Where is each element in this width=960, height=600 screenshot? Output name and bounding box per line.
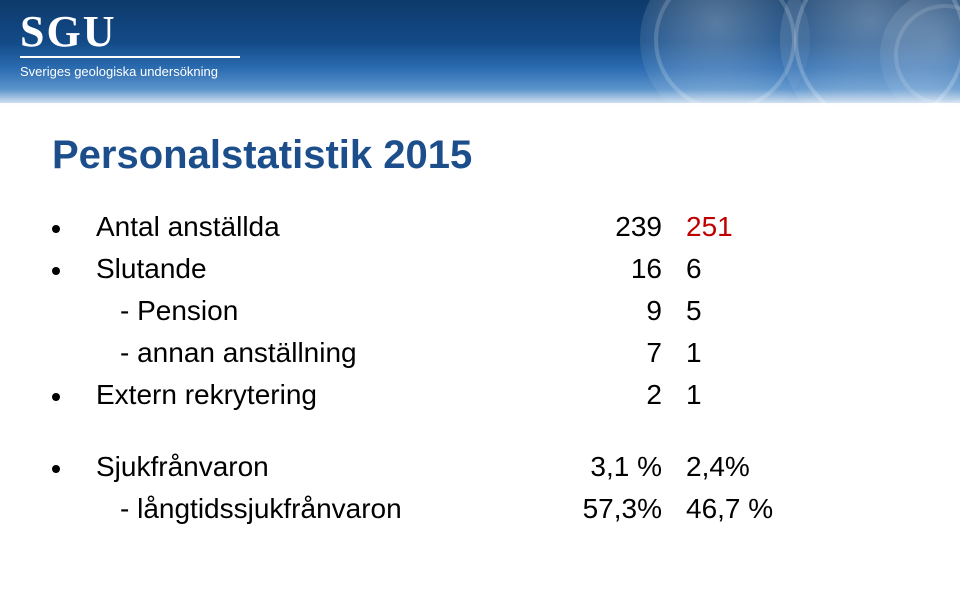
stats-row-value-b: 1 [686,374,826,416]
stats-row: - långtidssjukfrånvaron57,3%46,7 % [52,488,852,530]
logo-divider [20,56,240,58]
stats-row-value-b: 6 [686,248,826,290]
stats-row-value-b: 251 [686,206,826,248]
stats-row-label: - annan anställning [96,332,526,374]
stats-table: Antal anställda239251Slutande166- Pensio… [52,206,852,530]
decorative-seal [780,0,960,105]
stats-row: - annan anställning71 [52,332,852,374]
decorative-seal [880,0,960,105]
bullet-icon [52,465,60,473]
bullet-icon [52,225,60,233]
stats-row: Slutande166 [52,248,852,290]
bullet-cell [52,446,96,488]
stats-row-label: - Pension [96,290,526,332]
decorative-seal [640,0,810,105]
bullet-icon [52,393,60,401]
stats-row-label: Extern rekrytering [96,374,526,416]
stats-row: - Pension95 [52,290,852,332]
header-bottom-rule [0,103,960,105]
stats-row: Antal anställda239251 [52,206,852,248]
bullet-cell [52,206,96,248]
stats-row-label: Antal anställda [96,206,526,248]
stats-row-value-a: 3,1 % [526,446,686,488]
spacer [52,416,852,446]
logo-main-text: SGU [20,10,240,54]
bullet-cell [52,374,96,416]
stats-row-value-a: 2 [526,374,686,416]
header-banner: SGU Sveriges geologiska undersökning [0,0,960,105]
bullet-icon [52,267,60,275]
stats-row-value-a: 57,3% [526,488,686,530]
stats-row-value-a: 239 [526,206,686,248]
stats-row: Extern rekrytering21 [52,374,852,416]
stats-row-value-a: 9 [526,290,686,332]
slide-content: Personalstatistik 2015 Antal anställda23… [0,105,960,530]
logo: SGU Sveriges geologiska undersökning [20,10,240,79]
stats-row-label: Slutande [96,248,526,290]
bullet-cell [52,248,96,290]
stats-row-label: - långtidssjukfrånvaron [96,488,526,530]
stats-row-label: Sjukfrånvaron [96,446,526,488]
stats-row-value-b: 2,4% [686,446,826,488]
stats-row-value-b: 46,7 % [686,488,826,530]
stats-row-value-b: 1 [686,332,826,374]
logo-sub-text: Sveriges geologiska undersökning [20,64,240,79]
stats-row-value-b: 5 [686,290,826,332]
slide-title: Personalstatistik 2015 [52,133,908,178]
stats-row: Sjukfrånvaron3,1 %2,4% [52,446,852,488]
stats-row-value-a: 16 [526,248,686,290]
stats-row-value-a: 7 [526,332,686,374]
